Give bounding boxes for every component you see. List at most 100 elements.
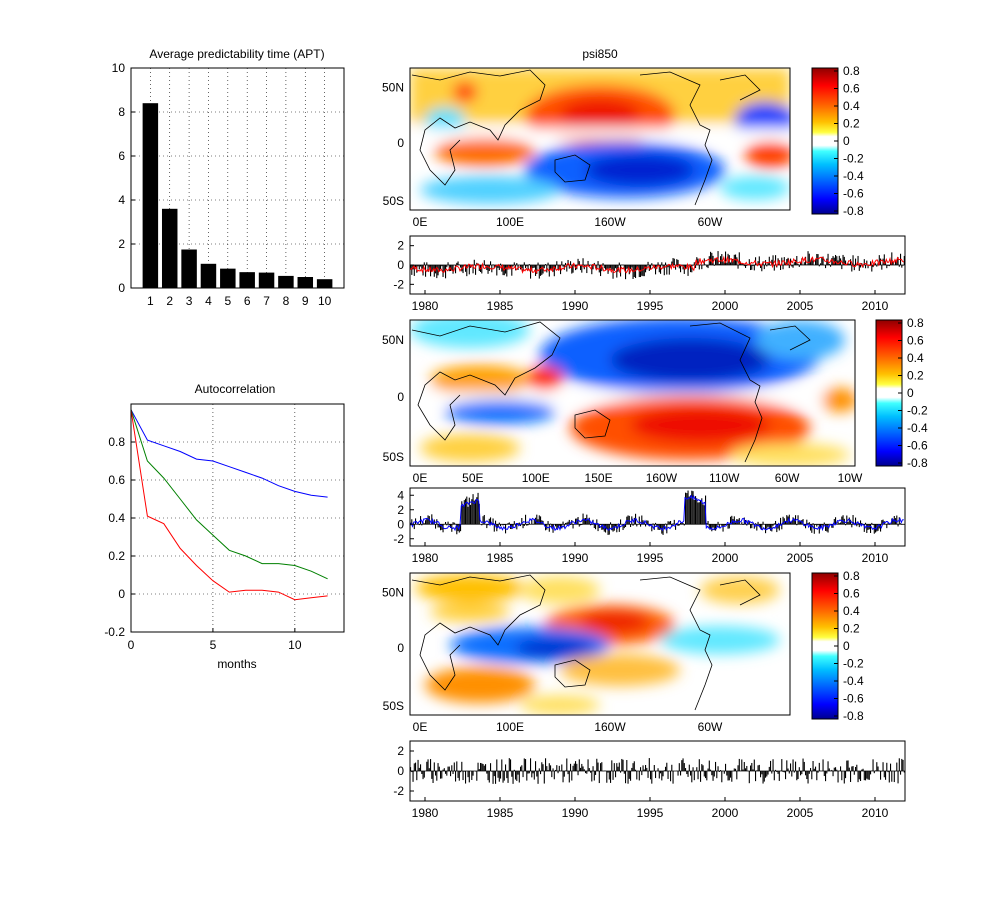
- timeseries-bar: [423, 523, 425, 525]
- timeseries-bar: [413, 265, 415, 276]
- apt-y-tick-label: 4: [118, 193, 125, 207]
- timeseries-bar: [850, 771, 852, 782]
- timeseries-bar: [876, 762, 878, 771]
- timeseries-bar: [660, 524, 662, 530]
- timeseries-bar: [807, 251, 809, 265]
- timeseries-bar: [643, 769, 645, 771]
- timeseries-bar: [720, 770, 722, 771]
- timeseries-bar: [851, 766, 853, 771]
- timeseries-1-y-ticks: 2 0 -2: [393, 239, 414, 291]
- timeseries-bar: [468, 497, 470, 525]
- timeseries-bar: [578, 524, 580, 527]
- timeseries-bar: [578, 759, 580, 771]
- apt-bar: [316, 279, 333, 288]
- timeseries-bar: [630, 265, 632, 270]
- timeseries-bar: [887, 522, 889, 525]
- timeseries-bar: [903, 771, 905, 773]
- timeseries-bar: [575, 518, 577, 525]
- timeseries-bar: [783, 771, 785, 773]
- timeseries-bar: [567, 771, 569, 775]
- timeseries-bar: [700, 771, 702, 782]
- timeseries-bar: [476, 771, 478, 781]
- autocorr-y-tick-label: -0.2: [104, 625, 125, 639]
- timeseries-bar: [642, 265, 644, 277]
- colorbar-tick-label: -0.4: [843, 169, 864, 183]
- map-lat-tick-label: 0: [397, 136, 404, 150]
- map-lon-tick-label: 110W: [709, 471, 740, 485]
- timeseries-bar: [751, 762, 753, 771]
- timeseries-bar: [735, 768, 737, 771]
- timeseries-bar: [436, 771, 438, 781]
- map-3-box: [409, 572, 791, 716]
- timeseries-bar: [856, 764, 858, 771]
- timeseries-bar: [707, 768, 709, 771]
- timeseries-bar: [810, 768, 812, 771]
- colorbar-tick-label: -0.6: [843, 187, 864, 201]
- timeseries-bar: [891, 771, 893, 782]
- timeseries-bar: [582, 513, 584, 525]
- timeseries-bar: [745, 265, 747, 268]
- timeseries-bar: [693, 499, 695, 525]
- timeseries-bar: [847, 760, 849, 771]
- timeseries-x-tick-label: 2005: [787, 806, 814, 820]
- timeseries-bar: [497, 265, 499, 268]
- timeseries-bar: [536, 771, 538, 777]
- timeseries-bar: [628, 515, 630, 525]
- colorbar-tick-label: -0.8: [843, 709, 864, 723]
- timeseries-bar: [558, 765, 560, 771]
- timeseries-bar: [437, 524, 439, 528]
- apt-bar: [278, 275, 294, 288]
- timeseries-bar: [647, 771, 649, 778]
- timeseries-bar: [462, 771, 464, 781]
- timeseries-bar: [881, 265, 883, 270]
- timeseries-bar: [591, 771, 593, 782]
- timeseries-bar: [615, 771, 617, 778]
- map-lon-tick-label: 160W: [594, 720, 626, 734]
- timeseries-bar: [568, 771, 570, 783]
- timeseries-bar: [815, 259, 817, 265]
- timeseries-bar: [440, 771, 442, 779]
- timeseries-bar: [825, 265, 827, 269]
- timeseries-bar: [811, 771, 813, 780]
- timeseries-bar: [786, 760, 788, 771]
- timeseries-bar: [487, 771, 489, 781]
- timeseries-bar: [736, 771, 738, 780]
- timeseries-bar: [566, 758, 568, 771]
- timeseries-bar: [730, 516, 732, 525]
- timeseries-bar: [712, 524, 714, 528]
- timeseries-bar: [778, 524, 780, 531]
- timeseries-bar: [686, 771, 688, 775]
- timeseries-bar: [741, 263, 743, 265]
- timeseries-bar: [461, 501, 463, 525]
- map-lon-tick-label: 150E: [585, 471, 613, 485]
- timeseries-bar: [572, 765, 574, 771]
- timeseries-2-y-ticks: 420-2: [393, 488, 414, 546]
- timeseries-bar: [803, 761, 805, 771]
- timeseries-bar: [467, 771, 469, 778]
- timeseries-bar: [650, 265, 652, 269]
- timeseries-bar: [571, 771, 573, 781]
- map-lat-tick-label: 50S: [383, 699, 404, 713]
- timeseries-bar: [680, 522, 682, 525]
- timeseries-bar: [708, 760, 710, 771]
- timeseries-bar: [588, 265, 590, 267]
- timeseries-bar: [782, 265, 784, 270]
- timeseries-bar: [835, 767, 837, 771]
- timeseries-bar: [866, 524, 868, 533]
- timeseries-bar: [890, 763, 892, 771]
- timeseries-bar: [673, 258, 675, 265]
- map-lon-tick-label: 60W: [698, 215, 723, 229]
- timeseries-bar: [757, 521, 759, 525]
- timeseries-bar: [800, 771, 802, 776]
- timeseries-bar: [812, 260, 814, 265]
- timeseries-bar: [601, 265, 603, 272]
- autocorr-x-tick-label: 10: [288, 638, 302, 652]
- timeseries-bar: [781, 759, 783, 771]
- timeseries-bar: [601, 524, 603, 530]
- timeseries-bar: [722, 261, 724, 265]
- timeseries-bar: [777, 771, 779, 774]
- map-2-field: [410, 320, 855, 466]
- timeseries-bar: [753, 265, 755, 271]
- timeseries-y-tick-label: 2: [397, 744, 404, 758]
- timeseries-bar: [470, 504, 472, 525]
